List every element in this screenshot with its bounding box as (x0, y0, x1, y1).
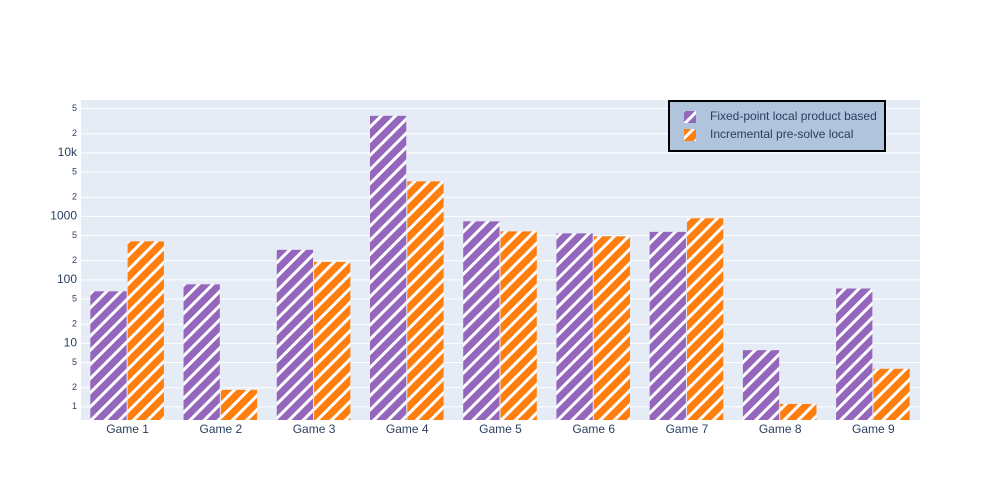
x-tick-label: Game 1 (106, 422, 149, 436)
bar (127, 241, 164, 420)
bar (369, 115, 407, 420)
x-tick-label: Game 6 (572, 422, 615, 436)
y-tick-label: 5 (72, 230, 77, 240)
x-tick-label: Game 9 (852, 422, 895, 436)
bar (463, 221, 500, 420)
legend-label: Fixed-point local product based (710, 109, 877, 123)
y-tick-label: 5 (72, 293, 77, 303)
bar (276, 249, 314, 420)
y-tick-label: 2 (72, 128, 77, 138)
legend-swatch (684, 111, 696, 123)
bar (220, 389, 258, 420)
bar (500, 231, 537, 420)
bar (649, 231, 686, 420)
x-tick-label: Game 8 (759, 422, 802, 436)
y-tick-label: 1000 (50, 209, 77, 223)
x-tick-label: Game 4 (386, 422, 429, 436)
legend: Fixed-point local product based Increment… (668, 100, 886, 152)
bar (742, 350, 780, 420)
y-tick-label: 2 (72, 192, 77, 202)
x-tick-label: Game 2 (199, 422, 242, 436)
y-tick-label: 100 (57, 272, 77, 286)
legend-swatch (684, 129, 696, 141)
bar (873, 368, 910, 420)
legend-label: Incremental pre-solve local (710, 127, 853, 141)
legend-box (668, 100, 886, 152)
bar (836, 288, 873, 420)
y-tick-label: 10k (58, 145, 78, 159)
x-tick-label: Game 3 (293, 422, 336, 436)
y-tick-label: 2 (72, 319, 77, 329)
x-tick-label: Game 7 (666, 422, 709, 436)
x-tick-label: Game 5 (479, 422, 522, 436)
bar (407, 181, 444, 420)
y-tick-label: 1 (72, 401, 77, 411)
bar (686, 218, 724, 420)
bar (556, 233, 593, 420)
y-tick-label: 5 (72, 357, 77, 367)
bar (90, 291, 127, 420)
y-tick-label: 5 (72, 166, 77, 176)
bar (314, 261, 351, 420)
y-tick-label: 2 (72, 255, 77, 265)
y-tick-label: 10 (64, 336, 78, 350)
y-tick-label: 2 (72, 382, 77, 392)
bar (183, 284, 220, 420)
y-tick-label: 5 (72, 103, 77, 113)
bar (780, 403, 817, 420)
bar (593, 236, 631, 420)
